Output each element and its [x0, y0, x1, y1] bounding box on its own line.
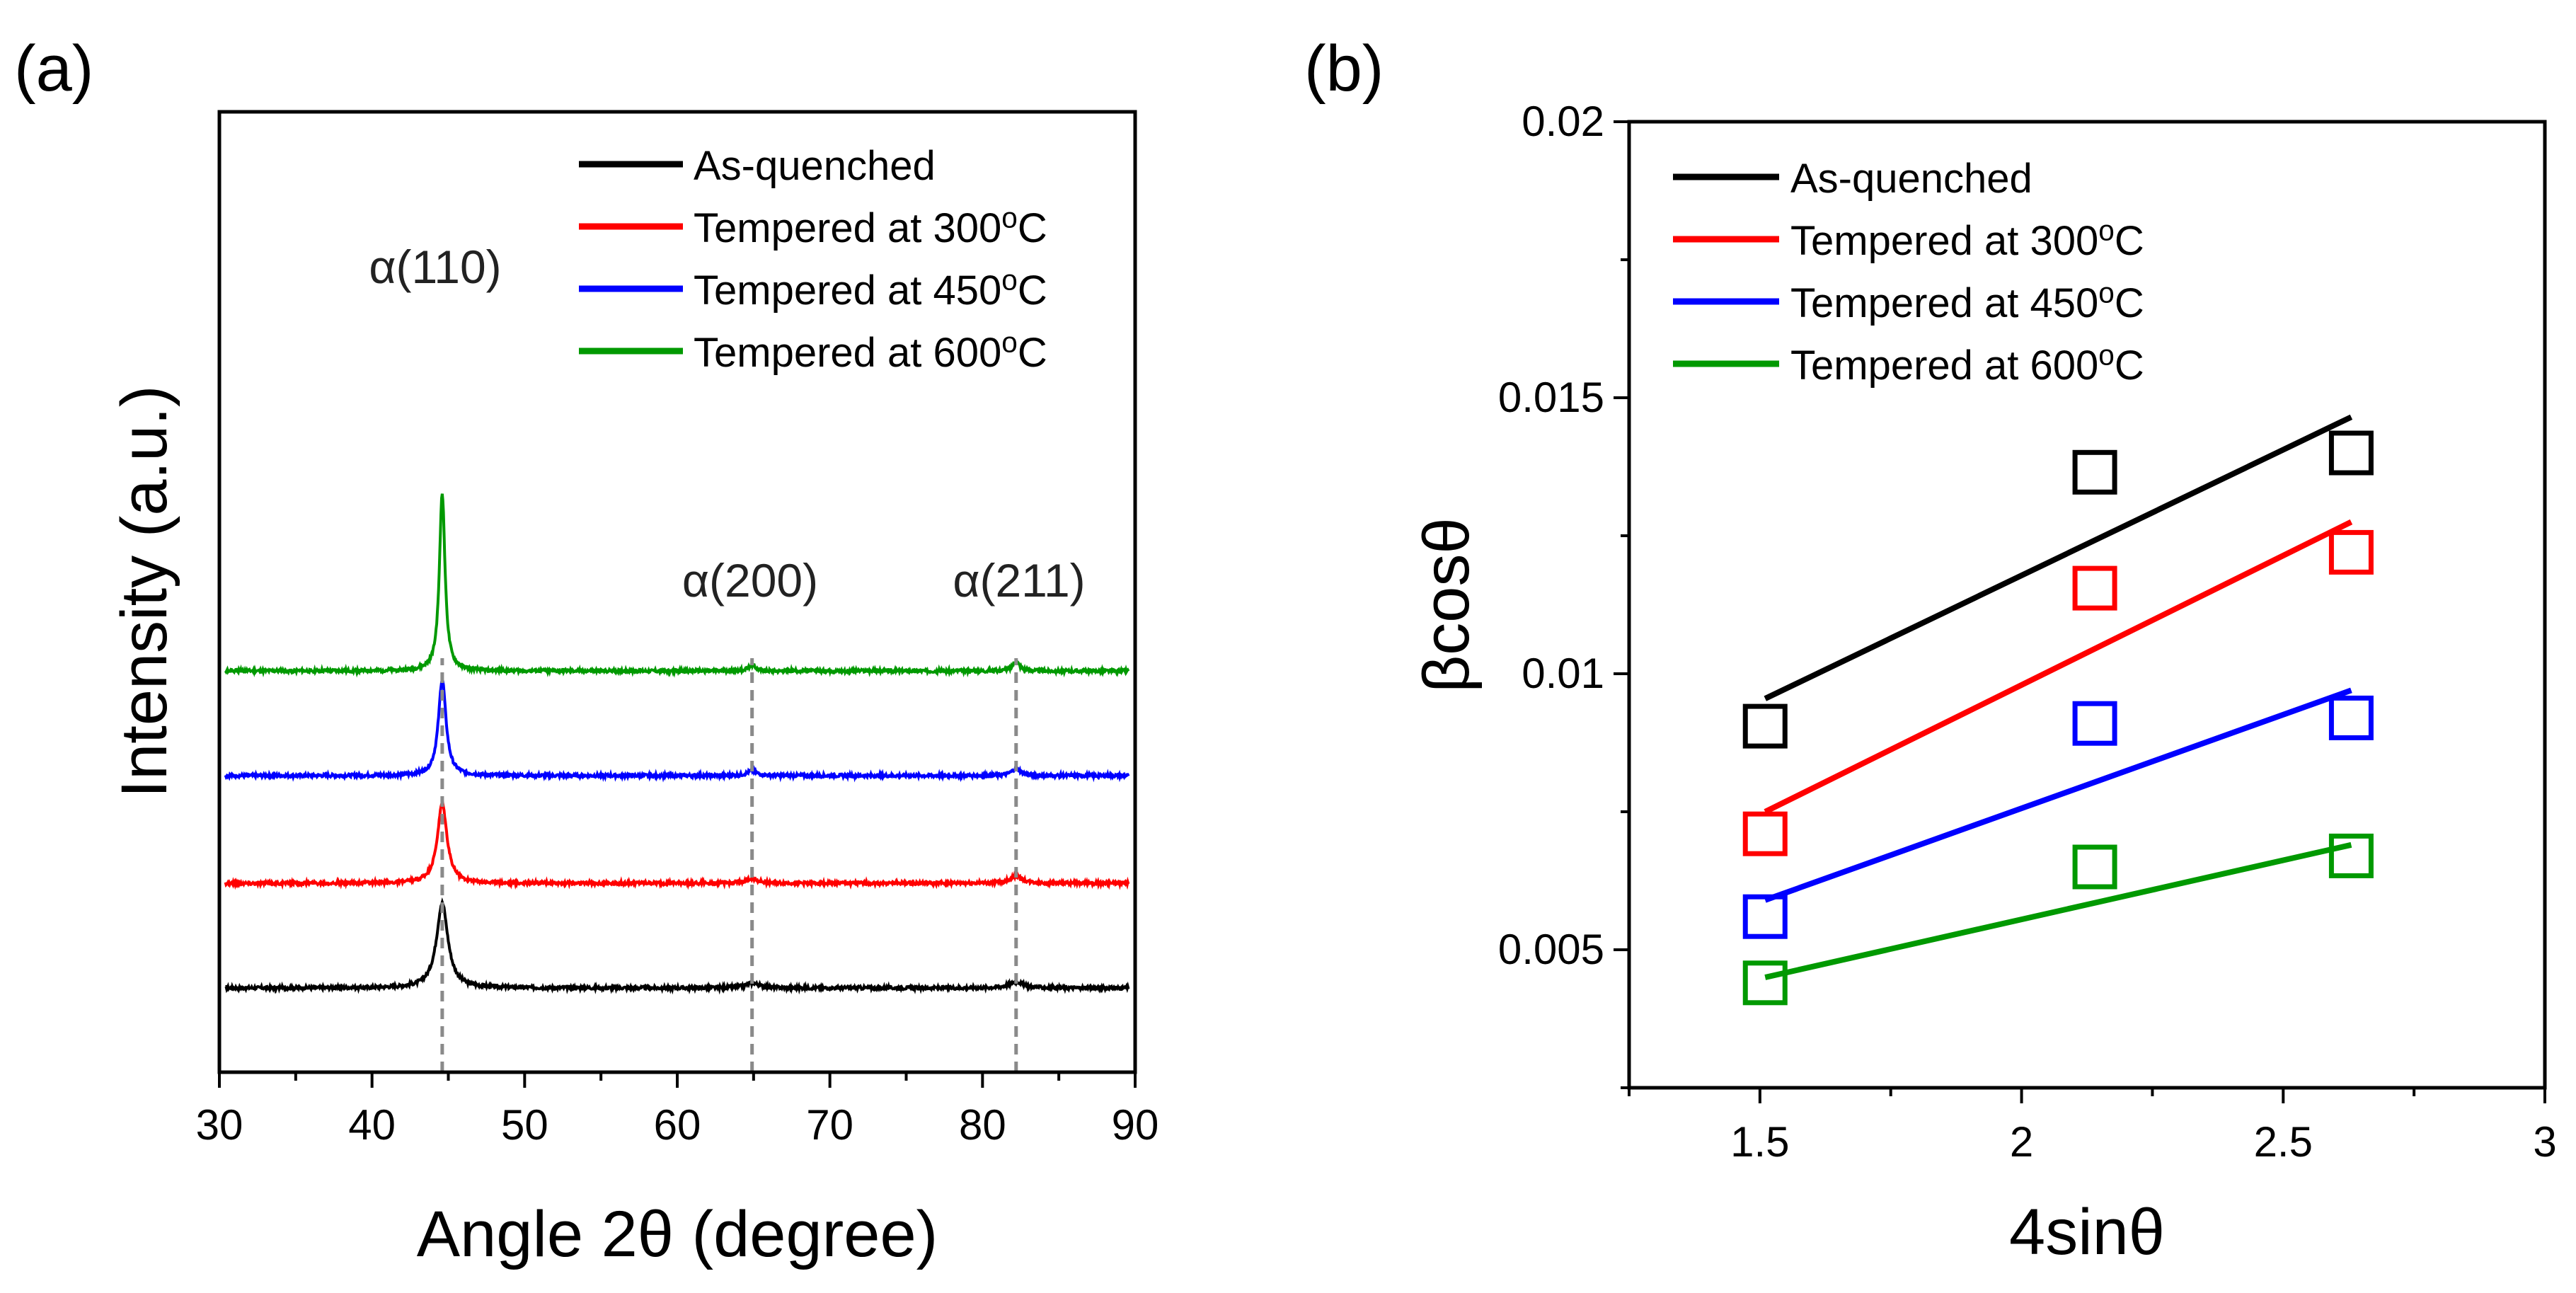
- legend-label: Tempered at 600oC: [1790, 339, 2144, 389]
- xrd-curve-tempered-at-600: [224, 493, 1130, 678]
- legend-label: Tempered at 300oC: [1790, 214, 2144, 264]
- xrd-curves: [224, 493, 1130, 995]
- xrd-curve-tempered-at-450: [224, 676, 1130, 783]
- wh-data-points: [1742, 430, 2374, 1006]
- x-tick-label: 50: [501, 1101, 548, 1149]
- wh-plot-frame: [1627, 120, 2547, 1090]
- panel-a-label: (a): [14, 33, 93, 105]
- data-point: [1742, 703, 1788, 749]
- y-tick-label: 0.015: [1498, 374, 1604, 421]
- x-tick-label: 90: [1112, 1101, 1159, 1149]
- x-tick-label: 2: [2010, 1118, 2033, 1166]
- y-tick-label: 0.005: [1498, 926, 1604, 973]
- data-point: [2328, 695, 2374, 740]
- wh-x-axis-title: 4sinθ: [2009, 1196, 2165, 1268]
- data-point: [2328, 430, 2374, 476]
- x-tick-label: 80: [959, 1101, 1006, 1149]
- x-tick-label: 1.5: [1730, 1118, 1789, 1166]
- peak-label: α(200): [682, 554, 818, 607]
- wh-fit-lines: [1764, 414, 2353, 980]
- legend-label: Tempered at 600oC: [694, 326, 1047, 376]
- x-tick-label: 2.5: [2254, 1118, 2313, 1166]
- peak-label: α(211): [953, 554, 1085, 607]
- data-point: [2072, 844, 2117, 890]
- wh-legend: As-quenched Tempered at 300oC Tempered at …: [1673, 156, 2144, 389]
- data-point: [2072, 701, 2117, 746]
- data-point: [2072, 449, 2117, 495]
- xrd-y-axis-title: Intensity (a.u.): [108, 386, 180, 798]
- legend-label: As-quenched: [1790, 156, 2032, 202]
- wh-y-ticks: 0.005 0.01 0.015 0.02: [1498, 98, 1629, 1089]
- fit-line: [1764, 841, 2352, 980]
- y-tick-label: 0.02: [1522, 98, 1604, 145]
- x-tick-label: 30: [196, 1101, 243, 1149]
- data-point: [2072, 565, 2117, 611]
- xrd-chart: 30 40 50 60 70 80 90 α(110) α(200) α(211) As-que…: [108, 110, 1159, 1270]
- fit-line: [1764, 519, 2353, 815]
- peak-labels: α(110) α(200) α(211): [369, 241, 1085, 607]
- xrd-curve-tempered-at-300: [224, 800, 1130, 890]
- y-tick-label: 0.01: [1522, 650, 1604, 697]
- legend-label: Tempered at 450oC: [1790, 277, 2144, 326]
- xrd-curve-as-quenched: [224, 897, 1130, 995]
- xrd-x-ticks: 30 40 50 60 70 80 90: [196, 1072, 1159, 1149]
- x-tick-label: 60: [654, 1101, 701, 1149]
- data-point: [1742, 894, 1788, 939]
- data-point: [1742, 811, 1788, 856]
- x-tick-label: 40: [348, 1101, 396, 1149]
- xrd-x-axis-title: Angle 2θ (degree): [417, 1198, 938, 1270]
- data-point: [1742, 960, 1788, 1006]
- legend-label: As-quenched: [694, 143, 936, 189]
- fit-line: [1764, 414, 2353, 701]
- x-tick-label: 3: [2533, 1118, 2556, 1166]
- peak-label: α(110): [369, 241, 501, 293]
- legend-label: Tempered at 450oC: [694, 264, 1047, 314]
- wh-x-ticks: 1.5 2 2.5 3: [1628, 1088, 2557, 1166]
- xrd-legend: As-quenched Tempered at 300oC Tempered at …: [579, 143, 1047, 376]
- peak-reference-lines: [440, 658, 1018, 1072]
- wh-y-axis-title: βcosθ: [1410, 517, 1483, 692]
- legend-label: Tempered at 300oC: [694, 202, 1047, 251]
- williamson-hall-chart: 1.5 2 2.5 3 0.005 0.01 0.015 0.02 As-quenched T…: [1410, 98, 2557, 1268]
- x-tick-label: 70: [806, 1101, 853, 1149]
- data-point: [2328, 833, 2374, 878]
- data-point: [2328, 529, 2374, 575]
- fit-line: [1764, 687, 2352, 903]
- panel-b-label: (b): [1304, 33, 1384, 105]
